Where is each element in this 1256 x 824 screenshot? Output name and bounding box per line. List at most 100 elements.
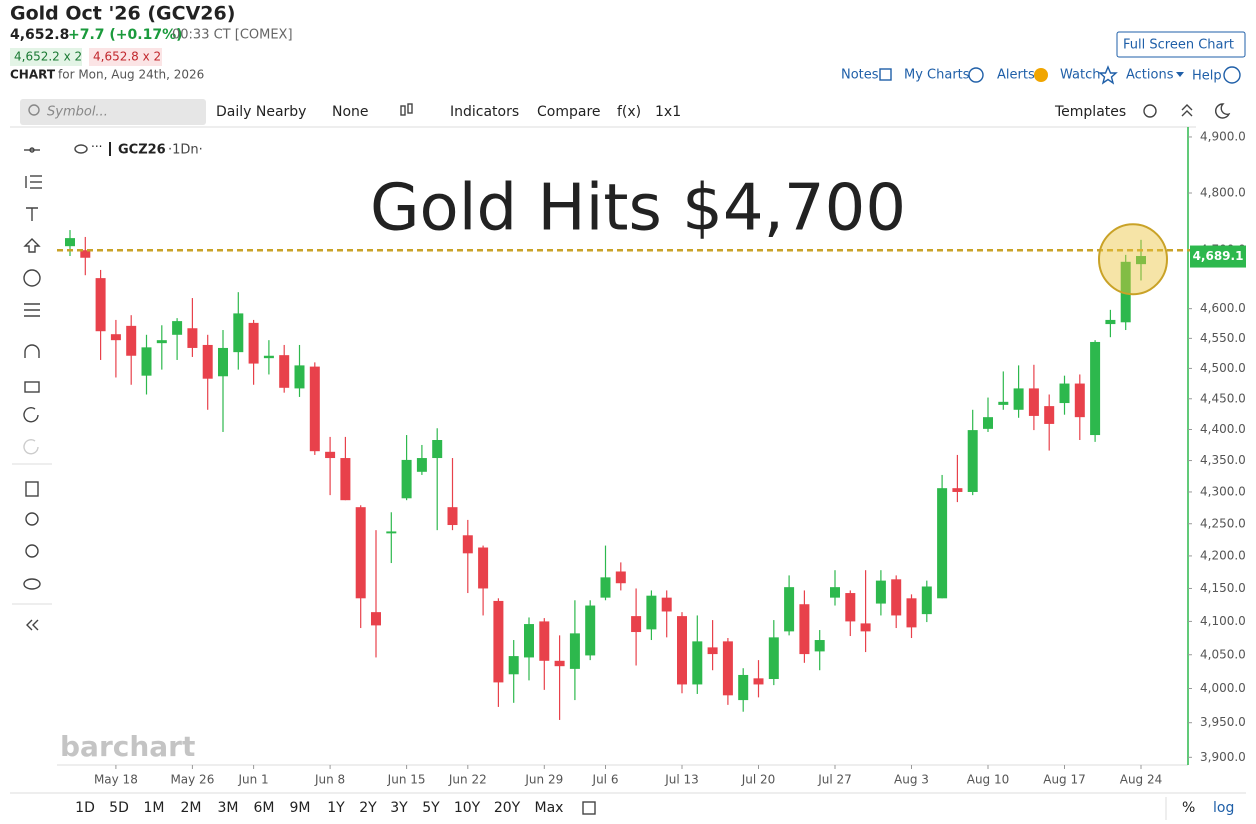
x-tick-label: Aug 3 [894,773,929,787]
period-button[interactable]: 2M [181,800,202,816]
candle-body [110,334,121,341]
candle-body [539,621,550,661]
x-tick-label: Jun 8 [314,773,345,787]
symbol-placeholder[interactable]: Symbol... [47,105,108,120]
help-link[interactable]: Help [1192,69,1222,84]
alerts-link[interactable]: Alerts [997,68,1035,83]
candle-type-icon[interactable] [400,103,413,116]
candle-body [508,656,519,675]
period-button[interactable]: 3M [218,800,239,816]
more-icon[interactable]: ··· [91,140,102,154]
candle-body [279,355,290,388]
y-tick-label: 4,550.0 [1200,331,1246,345]
candle-body [1028,388,1039,416]
caret [1176,72,1184,77]
candle-body [462,535,473,554]
theme-icon[interactable] [1215,103,1231,119]
layout-menu[interactable]: 1x1 [655,104,681,120]
symbol-search[interactable] [20,99,206,125]
candle-body [1013,388,1024,410]
candle-body [294,365,305,389]
notes-link[interactable]: Notes [841,68,879,83]
bid: 4,652.2 x 2 [14,50,82,64]
candle-body [707,647,718,655]
period-button[interactable]: Max [535,800,564,816]
candle-body [172,321,183,335]
period-buttons: 1D 5D 1M 2M 3M 6M 9M 1Y 2Y 3Y 5Y 10Y 20Y Max [75,800,563,816]
period-button[interactable]: 1Y [327,800,345,816]
x-tick-label: Jun 1 [237,773,268,787]
candle-body [952,488,963,492]
search-icon [28,104,40,116]
period-button[interactable]: 6M [254,800,275,816]
drawing-tools [23,147,42,631]
visibility-icon[interactable] [74,144,88,154]
chart-date: for Mon, Aug 24th, 2026 [58,68,204,82]
full-screen-button[interactable] [1116,31,1246,58]
candle-body [401,459,412,499]
star-icon [1098,65,1118,85]
indicators-button[interactable]: Indicators [450,104,519,120]
help-icon [1223,66,1241,84]
candle-body [906,598,917,628]
candle-body [1090,341,1101,436]
watermark: barchart [60,730,195,763]
percent-button[interactable]: % [1182,800,1195,816]
period-button[interactable]: 20Y [494,800,521,816]
candle-body [998,401,1009,405]
candle-body [845,593,856,622]
collapse-icon[interactable] [1181,104,1193,111]
y-tick-label: 4,600.0 [1200,301,1246,315]
period-button[interactable]: 5Y [422,800,440,816]
full-screen-link[interactable]: Full Screen Chart [1123,38,1234,53]
y-tick-label: 4,050.0 [1200,647,1246,661]
candle-body [921,586,932,615]
candle-body [554,660,565,667]
period-button[interactable]: 9M [290,800,311,816]
compare-button[interactable]: Compare [537,104,601,120]
candle-body [631,616,642,633]
overlay-menu[interactable]: None [332,104,369,120]
candle-body [156,340,167,344]
x-tick-label: May 26 [170,773,214,787]
candle-body [891,579,902,616]
y-tick-label: 4,100.0 [1200,614,1246,628]
candle-body [248,322,259,364]
candle-body [65,238,75,247]
y-tick-label: 4,200.0 [1200,548,1246,562]
candle-body [141,347,152,376]
period-button[interactable]: 5D [109,800,129,816]
watch-link[interactable]: Watch [1060,68,1100,83]
change: +7.7 (+0.17%) [68,27,183,43]
x-tick-label: Aug 17 [1043,773,1086,787]
candle-body [95,278,106,332]
period-button[interactable]: 10Y [454,800,481,816]
candle-body [722,641,733,696]
last-price-label: 4,689.1 [1193,249,1244,263]
x-tick-label: May 18 [94,773,138,787]
y-tick-label: 4,450.0 [1200,391,1246,405]
period-button[interactable]: 2Y [359,800,377,816]
candle-body [263,355,274,359]
settings-icon[interactable] [1143,104,1157,118]
candle-body [768,637,779,680]
my-charts-link[interactable]: My Charts [904,68,970,83]
candle-body [447,507,458,526]
period-button[interactable]: 1M [144,800,165,816]
fx-button[interactable]: f(x) [617,104,641,120]
templates-button[interactable]: Templates [1054,104,1126,120]
candle-body [1044,406,1055,424]
period-button[interactable]: 1D [75,800,95,816]
log-button[interactable]: log [1213,800,1234,816]
y-tick-label: 4,800.0 [1200,186,1246,200]
actions-link[interactable]: Actions [1126,68,1174,83]
calendar-icon[interactable] [582,801,596,815]
x-tick-label: Jul 27 [817,773,852,787]
contract-menu[interactable]: Daily Nearby [216,104,306,120]
candle-body [1105,319,1116,325]
period-button[interactable]: 3Y [390,800,408,816]
candle-body [784,587,795,632]
last-price-box [1190,245,1246,268]
x-tick-label: Jun 15 [387,773,426,787]
candle-body [524,624,534,658]
